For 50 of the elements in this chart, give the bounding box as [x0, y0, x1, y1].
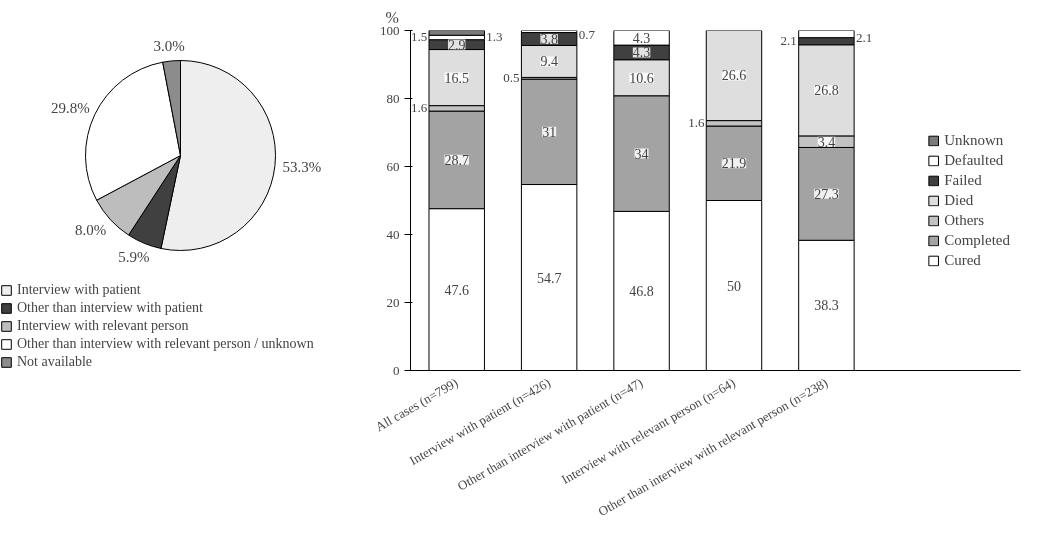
legend-label: Failed: [944, 171, 982, 189]
data-label: 54.7: [536, 270, 562, 286]
y-tick-label: 0: [393, 362, 400, 378]
data-label: 1.3: [486, 29, 503, 45]
data-label: 1.6: [410, 100, 428, 116]
data-label: 9.4: [540, 54, 558, 70]
legend-label: Interview with patient: [17, 282, 141, 298]
data-label: 50: [726, 278, 741, 294]
data-label: 1.5: [410, 28, 428, 44]
y-tick-label: 20: [386, 294, 400, 310]
legend-label: Unknown: [944, 131, 1004, 149]
y-tick-label: 60: [386, 158, 400, 174]
data-label: 26.6: [721, 68, 747, 84]
data-label: 5.9%: [118, 249, 150, 266]
data-label: 31: [542, 124, 557, 140]
data-label: 0.5: [503, 70, 520, 86]
data-label: 2.9: [447, 37, 466, 53]
data-label: 53.3%: [282, 158, 322, 175]
data-label: 1.6: [688, 115, 705, 131]
data-label: 3.0%: [153, 37, 185, 54]
legend-label: Others: [944, 211, 985, 229]
legend-label: Other than interview with relevant person / unknown: [17, 336, 314, 352]
legend-label: Not available: [17, 354, 93, 370]
data-label: 0.7: [578, 27, 596, 43]
data-label: 4.3: [632, 30, 651, 46]
data-label: 3.8: [540, 32, 558, 47]
y-tick-label: 80: [386, 90, 400, 106]
data-label: 34: [634, 146, 649, 162]
legend-label: Completed: [944, 231, 1010, 249]
legend-label: Interview with relevant person: [17, 318, 189, 334]
y-tick-label: 40: [386, 226, 400, 242]
data-label: 27.3: [814, 186, 839, 202]
data-label: 38.3: [814, 298, 839, 314]
legend-label: Died: [944, 191, 974, 209]
data-label: 16.5: [444, 70, 469, 86]
data-label: 3.4: [817, 134, 836, 150]
legend-label: Defaulted: [944, 151, 1004, 169]
data-label: 8.0%: [74, 221, 107, 238]
data-label: 26.8: [814, 83, 839, 99]
legend-label: Cured: [944, 251, 981, 269]
data-label: 46.8: [629, 283, 654, 299]
data-label: 4.3: [632, 45, 651, 61]
legend-label: Other than interview with patient: [17, 300, 203, 316]
data-label: 21.9: [721, 156, 747, 172]
data-label: 47.6: [444, 282, 469, 298]
data-label: 2.1: [780, 33, 797, 49]
data-label: 2.1: [855, 30, 873, 46]
data-label: 29.8%: [51, 100, 90, 117]
data-label: 10.6: [629, 70, 654, 86]
data-label: 28.7: [444, 152, 469, 168]
